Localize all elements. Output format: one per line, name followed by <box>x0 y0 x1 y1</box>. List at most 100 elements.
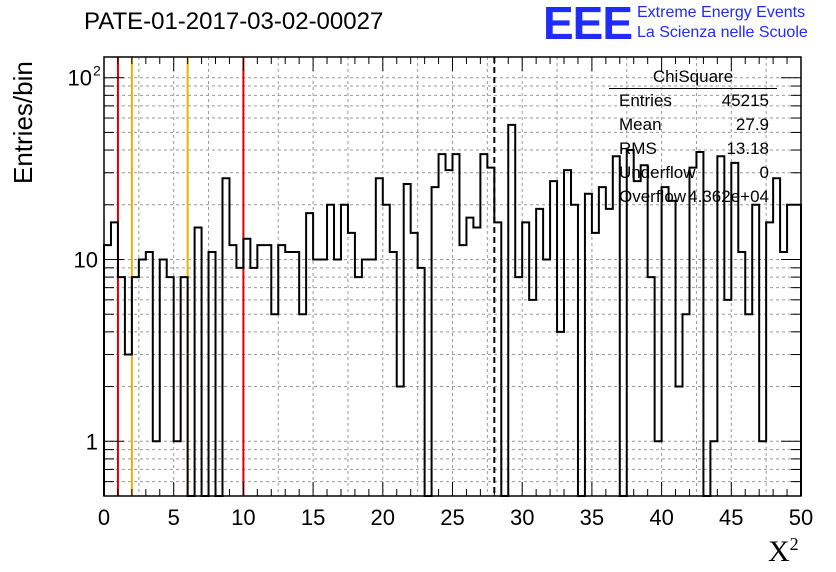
histogram-bin <box>118 277 125 496</box>
histogram-bin <box>125 355 132 496</box>
x-axis-label-base: X <box>768 535 790 568</box>
histogram-bin <box>787 205 794 496</box>
x-tick-label: 50 <box>789 505 813 530</box>
stats-row-rms: RMS 13.18 <box>609 137 777 161</box>
histogram-bin <box>669 201 676 496</box>
histogram-bin <box>759 441 766 496</box>
y-tick-label: 1 <box>86 429 98 454</box>
histogram-bin <box>271 314 278 496</box>
histogram-bin <box>446 170 453 496</box>
x-tick-label: 0 <box>98 505 110 530</box>
histogram-bin <box>466 218 473 496</box>
x-tick-label: 10 <box>231 505 255 530</box>
histogram-bin <box>369 259 376 496</box>
eee-logo-mark: EEE <box>543 0 633 49</box>
histogram-bin <box>348 233 355 496</box>
stats-key: RMS <box>619 139 657 158</box>
stats-box: ChiSquare Entries 45215 Mean 27.9 RMS 13.18… <box>609 66 777 209</box>
stats-row-underflow: Underflow 0 <box>609 161 777 185</box>
histogram-bin <box>160 259 167 496</box>
histogram-bin <box>529 300 536 496</box>
histogram-bin <box>195 227 202 496</box>
histogram-bin <box>773 178 780 496</box>
stats-value: 4.362e+04 <box>688 187 769 206</box>
histogram-bin <box>662 187 669 496</box>
y-tick-label: 10 <box>68 66 92 91</box>
histogram-bin <box>355 277 362 496</box>
histogram-bin <box>536 209 543 496</box>
stats-value: 27.9 <box>735 115 769 134</box>
histogram-bin <box>104 245 111 496</box>
histogram-bin <box>167 277 174 496</box>
stats-row-overflow: Overflow 4.362e+04 <box>609 185 777 209</box>
histogram-bin <box>752 205 759 496</box>
histogram-bin <box>390 252 397 496</box>
x-axis-label-superscript: 2 <box>789 534 799 554</box>
x-tick-label: 45 <box>719 505 743 530</box>
histogram-bin <box>292 252 299 496</box>
histogram-bin <box>571 205 578 496</box>
histogram-bin <box>522 222 529 496</box>
histogram-bin <box>404 184 411 496</box>
histogram-bin <box>146 252 153 496</box>
y-tick-label: 10 <box>74 247 98 272</box>
x-tick-label: 30 <box>510 505 534 530</box>
histogram-bin <box>766 222 773 496</box>
stats-value: 13.18 <box>726 139 769 158</box>
histogram-bin <box>139 259 146 496</box>
histogram-bin <box>181 277 188 496</box>
histogram-bin <box>648 277 655 496</box>
histogram-bin <box>494 222 501 496</box>
histogram-bin <box>243 239 250 496</box>
eee-logo-line1: Extreme Energy Events <box>637 4 806 21</box>
histogram-bin <box>689 168 696 496</box>
histogram-bin <box>745 314 752 496</box>
histogram-bin <box>550 181 557 496</box>
stats-value: 45215 <box>721 91 769 110</box>
stats-key: Underflow <box>619 163 696 182</box>
histogram-bin <box>222 178 229 496</box>
histogram-bin <box>257 245 264 496</box>
histogram-bin <box>780 252 787 496</box>
histogram-bin <box>299 314 306 496</box>
histogram-bin <box>411 233 418 496</box>
stats-key: Overflow <box>619 187 687 206</box>
histogram-bin <box>250 268 257 496</box>
histogram-bin <box>543 259 550 496</box>
histogram-bin <box>459 245 466 496</box>
stats-row-entries: Entries 45215 <box>609 89 777 113</box>
histogram-bin <box>794 205 801 496</box>
histogram-bin <box>278 245 285 496</box>
eee-logo-line2: La Scienza nelle Scuole <box>637 24 808 41</box>
histogram-bin <box>153 441 160 496</box>
histogram-bin <box>132 277 139 496</box>
histogram-bin <box>606 209 613 496</box>
histogram-bin <box>473 227 480 496</box>
histogram-bin <box>508 125 515 496</box>
histogram-bin <box>236 268 243 496</box>
histogram-bin <box>731 163 738 496</box>
histogram-bin <box>515 277 522 496</box>
histogram-bin <box>432 187 439 496</box>
x-axis-label: X2 <box>768 534 799 569</box>
histogram-bin <box>264 245 271 496</box>
histogram-bin <box>480 154 487 496</box>
stats-value: 0 <box>759 163 769 182</box>
histogram-bin <box>383 205 390 496</box>
histogram-bin <box>557 332 564 496</box>
x-tick-label: 15 <box>301 505 325 530</box>
histogram-bin <box>362 259 369 496</box>
histogram-bin <box>487 168 494 496</box>
histogram-bin <box>334 259 341 496</box>
x-tick-label: 40 <box>649 505 673 530</box>
histogram-bin <box>285 252 292 496</box>
histogram-bin <box>320 259 327 496</box>
eee-logo: EEE Extreme Energy Events La Scienza nel… <box>543 0 833 49</box>
histogram-bin <box>676 387 683 496</box>
histogram-bin <box>174 441 181 496</box>
histogram-bin <box>683 314 690 496</box>
histogram-bin <box>592 233 599 496</box>
stats-key: Mean <box>619 115 662 134</box>
histogram-bin <box>313 259 320 496</box>
